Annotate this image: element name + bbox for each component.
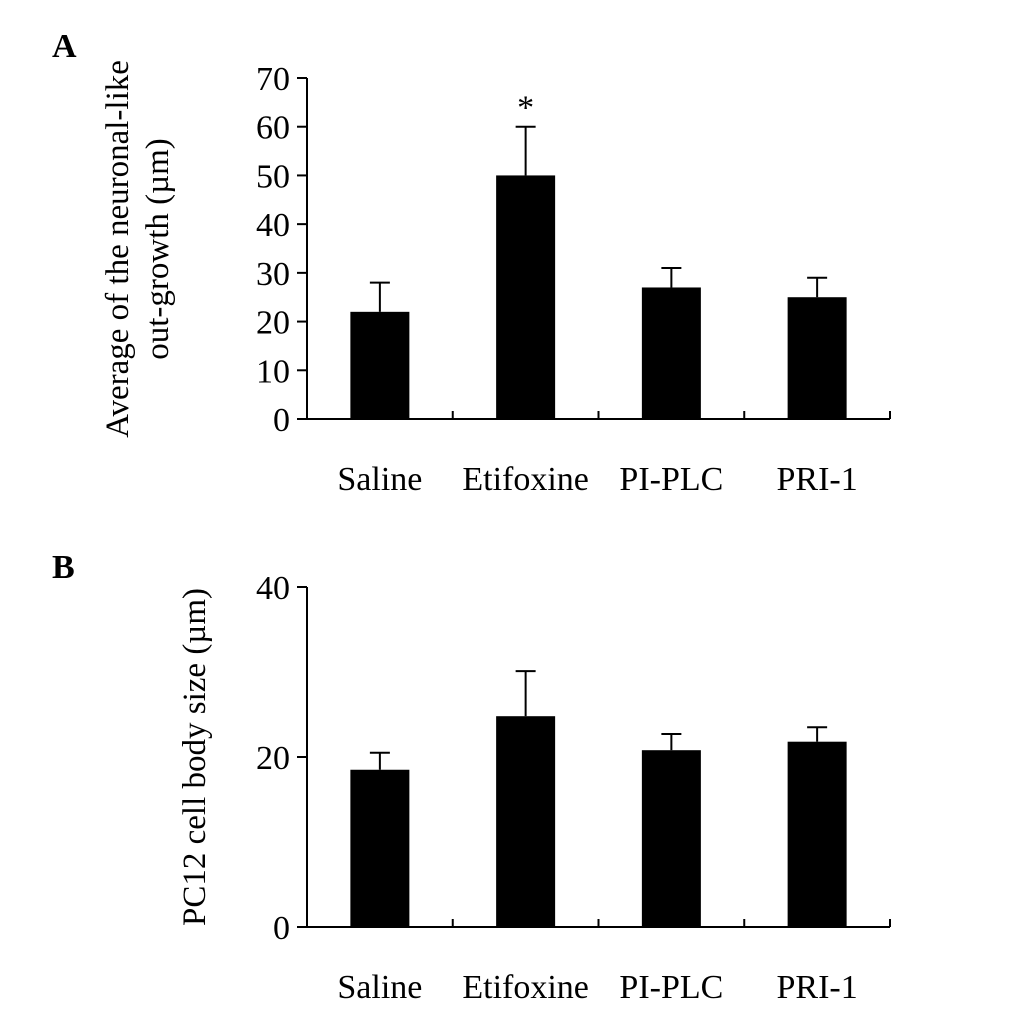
chart-panel-2: B 0 20 40 Saline Etifoxine PI-PLC PRI-1 PC12 cel…: [52, 549, 891, 1006]
category-label: PRI-1: [777, 969, 858, 1006]
y-tick-label: 30: [256, 256, 290, 293]
bar-pi-plc: [641, 287, 701, 419]
bar-saline: [350, 769, 410, 927]
panel-label: A: [52, 28, 77, 65]
y-tick-label: 50: [256, 158, 290, 195]
category-label: Saline: [337, 969, 422, 1006]
category-label: PRI-1: [777, 461, 858, 498]
y-tick-label: 20: [256, 305, 290, 342]
y-tick-label: 10: [256, 353, 290, 390]
category-label: PI-PLC: [619, 461, 723, 498]
y-tick-label: 60: [256, 110, 290, 147]
bar-etifoxine: [496, 716, 556, 927]
y-tick-label: 0: [273, 402, 290, 439]
bar-etifoxine: [496, 175, 556, 419]
category-label: PI-PLC: [619, 969, 723, 1006]
panel-label: B: [52, 549, 75, 586]
y-tick-label: 40: [256, 570, 290, 607]
bar-pi-plc: [641, 750, 701, 927]
bar-saline: [350, 311, 410, 419]
chart-panel-1: A 0 10 20 30 40 50 60 70 Saline * Etifoxine PI-PLC PR…: [52, 28, 891, 498]
y-tick-label: 20: [256, 740, 290, 777]
bar-pri-1: [787, 741, 847, 927]
category-label: Etifoxine: [462, 969, 589, 1006]
y-axis-label: Average of the neuronal-like: [100, 60, 136, 438]
category-label: Etifoxine: [462, 461, 589, 498]
y-axis-label: PC12 cell body size (µm): [177, 588, 213, 926]
y-tick-label: 70: [256, 61, 290, 98]
significance-mark: *: [517, 90, 534, 127]
y-tick-label: 0: [273, 910, 290, 947]
category-label: Saline: [337, 461, 422, 498]
y-axis-label: out-growth (µm): [140, 138, 176, 360]
bar-pri-1: [787, 297, 847, 419]
y-tick-label: 40: [256, 207, 290, 244]
